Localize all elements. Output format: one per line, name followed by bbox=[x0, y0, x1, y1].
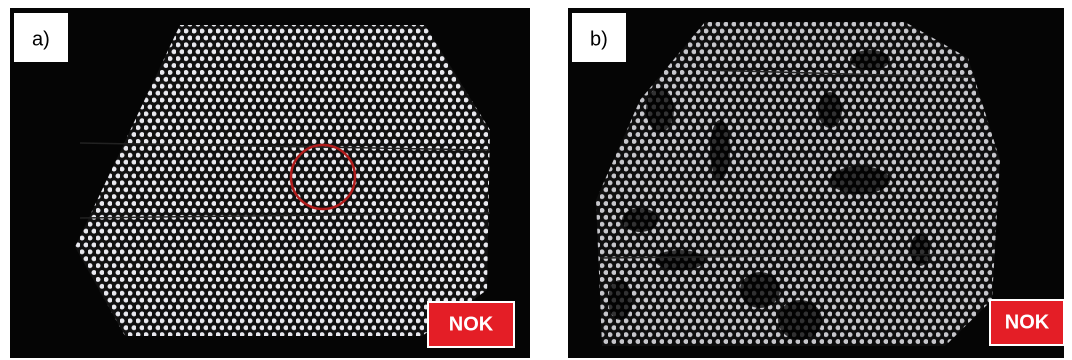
panel-label: b) bbox=[590, 28, 608, 50]
badge: NOK bbox=[1005, 311, 1050, 333]
panel-a: a) NOK bbox=[10, 8, 530, 358]
figure: a) NOK b) NOK bbox=[0, 0, 1072, 360]
badge: NOK bbox=[449, 313, 494, 335]
panel-label: a) bbox=[32, 28, 50, 50]
panel-b: b) NOK bbox=[568, 8, 1064, 358]
